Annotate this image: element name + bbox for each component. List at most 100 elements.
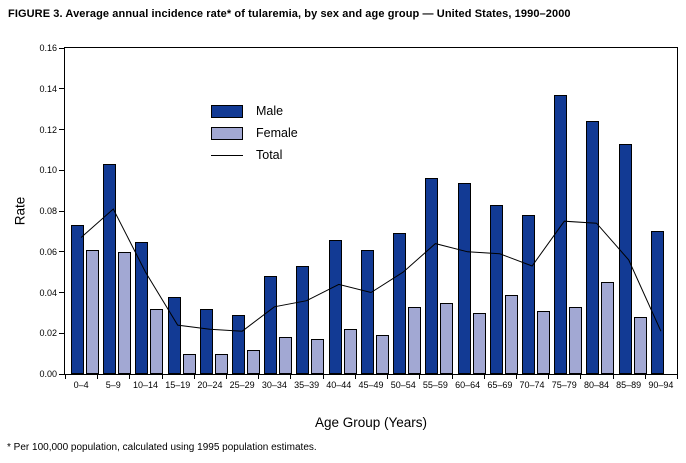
y-tick-label: 0.16	[39, 43, 57, 53]
y-tick-label: 0.00	[39, 369, 57, 379]
bar-female-15–19	[182, 353, 196, 374]
y-tick	[59, 88, 64, 90]
x-tick	[226, 375, 228, 379]
bar-male-15–19	[167, 296, 181, 374]
bar-male-70–74	[521, 215, 535, 374]
x-tick	[161, 375, 163, 379]
x-tick	[258, 375, 260, 379]
x-tick	[515, 375, 517, 379]
x-category-label: 30–34	[261, 380, 287, 390]
bar-male-25–29	[232, 314, 246, 374]
legend-item-female: Female	[211, 126, 298, 140]
bar-male-50–54	[393, 233, 407, 374]
x-category-label: 75–79	[551, 380, 577, 390]
y-tick-label: 0.02	[39, 328, 57, 339]
x-category-label: 55–59	[422, 380, 448, 390]
y-tick	[59, 332, 64, 334]
bar-female-45–49	[375, 335, 389, 374]
y-tick-label: 0.08	[39, 206, 57, 216]
female-swatch-icon	[211, 126, 243, 140]
bar-female-25–29	[247, 349, 261, 374]
bar-male-85–89	[618, 143, 632, 374]
y-tick-label: 0.14	[39, 83, 57, 94]
bar-female-65–69	[504, 294, 518, 374]
x-tick	[419, 375, 421, 379]
x-tick	[387, 375, 389, 379]
x-tick	[644, 375, 646, 379]
x-tick	[65, 375, 66, 379]
x-tick	[677, 375, 678, 379]
x-category-label: 40–44	[326, 380, 352, 390]
x-tick	[548, 375, 550, 379]
x-tick	[451, 375, 453, 379]
bar-female-80–84	[601, 282, 615, 374]
bar-female-10–14	[150, 308, 164, 374]
figure-title: FIGURE 3. Average annual incidence rate*…	[8, 8, 571, 20]
bar-male-20–24	[199, 308, 213, 374]
total-line-swatch-icon	[211, 154, 243, 156]
x-category-label: 5–9	[105, 380, 121, 390]
bar-male-5–9	[103, 164, 117, 374]
x-category-label: 0–4	[73, 380, 89, 390]
bar-female-70–74	[536, 310, 550, 374]
y-tick	[59, 129, 64, 130]
y-tick	[59, 292, 64, 293]
x-tick	[612, 375, 614, 379]
bar-male-35–39	[296, 266, 310, 374]
bar-female-20–24	[214, 353, 228, 374]
bar-female-0–4	[86, 249, 99, 374]
y-tick-label: 0.10	[39, 165, 57, 176]
x-category-label: 90–94	[648, 380, 674, 390]
male-swatch-icon	[211, 104, 243, 118]
bar-female-30–34	[279, 337, 293, 374]
bar-female-35–39	[311, 339, 325, 374]
y-tick	[59, 251, 64, 253]
x-category-label: 80–84	[583, 380, 609, 390]
bar-female-55–59	[440, 302, 454, 374]
y-tick	[59, 47, 64, 49]
bar-male-90–94	[650, 231, 664, 374]
x-category-label: 60–64	[455, 380, 481, 390]
x-category-label: 85–89	[616, 380, 642, 390]
bar-male-65–69	[489, 204, 503, 374]
y-tick	[59, 210, 64, 212]
y-tick	[59, 373, 64, 375]
x-tick	[129, 375, 131, 379]
x-tick	[193, 375, 195, 379]
x-category-label: 20–24	[197, 380, 223, 390]
bar-male-0–4	[71, 225, 84, 374]
x-category-label: 25–29	[229, 380, 255, 390]
bar-male-10–14	[135, 241, 149, 374]
bar-female-60–64	[472, 312, 486, 374]
bar-female-50–54	[408, 306, 422, 374]
bar-male-60–64	[457, 182, 471, 374]
plot-area: Male Female Total 0.00 0.02 0.04 0.06 0.08 0.…	[39, 43, 678, 390]
legend-label-total: Total	[256, 148, 283, 162]
footnote: * Per 100,000 population, calculated usi…	[7, 442, 317, 453]
x-category-label: 70–74	[519, 380, 545, 390]
legend-item-male: Male	[211, 104, 298, 118]
x-category-label: 10–14	[133, 380, 159, 390]
y-tick-label: 0.12	[39, 124, 57, 135]
x-tick	[322, 375, 324, 379]
x-tick	[290, 375, 292, 379]
y-tick-label: 0.06	[39, 246, 57, 257]
bar-male-75–79	[554, 94, 568, 374]
x-category-label: 50–54	[390, 380, 416, 390]
x-tick	[580, 375, 582, 379]
bar-male-55–59	[425, 178, 439, 374]
x-tick	[483, 375, 485, 379]
legend: Male Female Total	[211, 104, 298, 162]
bar-male-40–44	[328, 239, 342, 374]
bar-male-45–49	[360, 249, 374, 374]
bar-female-85–89	[633, 317, 647, 374]
x-category-label: 35–39	[294, 380, 320, 390]
legend-label-male: Male	[256, 104, 284, 118]
bar-female-5–9	[118, 251, 132, 374]
bar-female-40–44	[343, 329, 357, 374]
y-axis-title: Rate	[12, 196, 28, 226]
x-category-label: 45–49	[358, 380, 384, 390]
bar-female-75–79	[569, 306, 583, 374]
x-tick	[354, 375, 356, 379]
